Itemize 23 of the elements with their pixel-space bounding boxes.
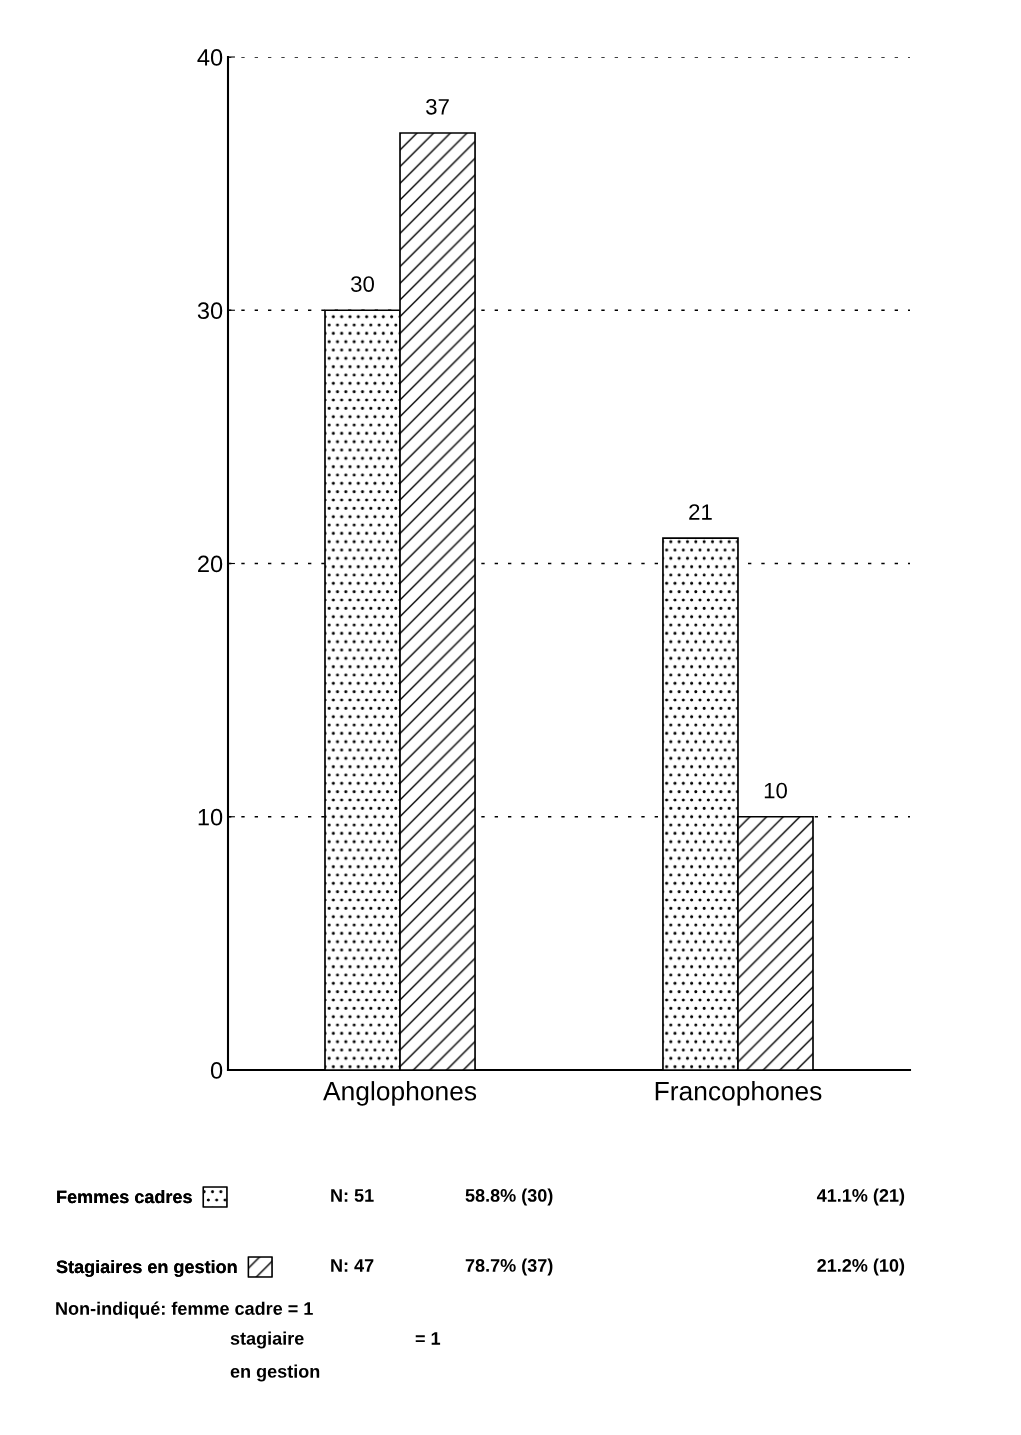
data-label: 37 — [426, 98, 449, 115]
x-tick-label: Francophones — [655, 1081, 822, 1106]
y-tick-label: 40 — [197, 49, 223, 66]
text: 21.2% (10) — [817, 1258, 905, 1276]
y-tick-label: 0 — [210, 1062, 223, 1079]
legend-label: Femmes cadres — [57, 1189, 192, 1204]
text: Non-indiqué: femme cadre = 1 — [56, 1301, 313, 1319]
text: 58.8% (30) — [465, 1188, 553, 1206]
x-tick-label: Anglophones — [323, 1081, 477, 1106]
y-tick-label: 10 — [198, 808, 223, 826]
text: stagiaire — [230, 1331, 304, 1349]
text: N: 51 — [331, 1189, 374, 1202]
data-label: 30 — [351, 276, 374, 292]
data-label: 10 — [764, 782, 787, 799]
text: 78.7% (37) — [465, 1258, 553, 1276]
text: 41.1% (21) — [816, 1188, 905, 1206]
legend-label: Stagiaires en gestion — [56, 1259, 237, 1277]
data-label: 21 — [689, 504, 712, 520]
text: en gestion — [230, 1364, 320, 1382]
y-tick-label: 20 — [198, 555, 223, 573]
y-tick-label: 30 — [197, 302, 223, 320]
text: N: 47 — [331, 1259, 374, 1272]
text: = 1 — [415, 1332, 441, 1345]
